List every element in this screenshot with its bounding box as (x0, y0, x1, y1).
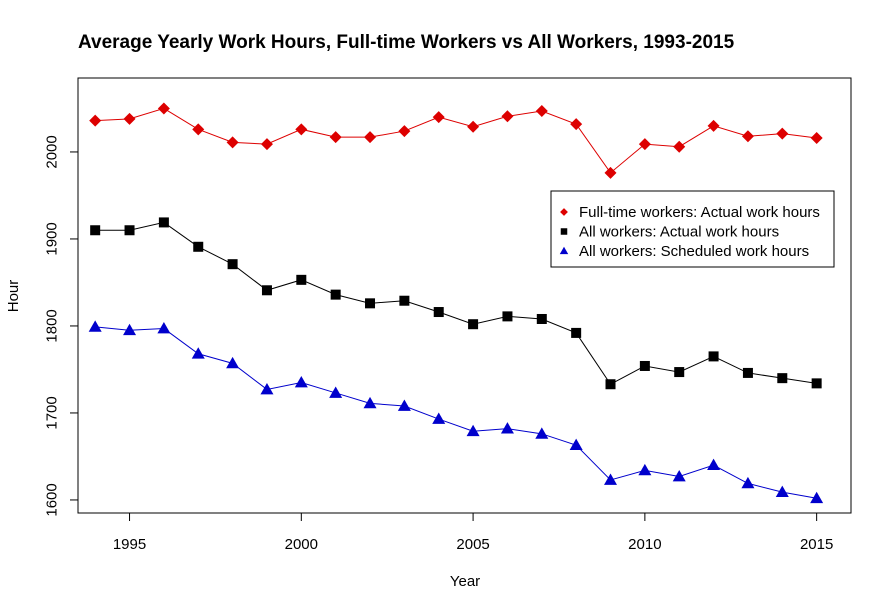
legend-marker (560, 208, 568, 216)
data-point (158, 217, 169, 228)
data-point (397, 399, 411, 411)
series-square (90, 217, 822, 390)
data-point (811, 378, 822, 389)
data-point (88, 320, 102, 332)
data-point (742, 367, 753, 378)
x-tick-label: 1995 (113, 536, 146, 553)
data-point (741, 130, 754, 143)
data-point (123, 323, 137, 336)
data-point (226, 136, 239, 149)
legend-box (550, 190, 835, 268)
x-axis: 1995 2000 2005 2010 2015 (113, 512, 833, 553)
data-point (638, 138, 651, 151)
data-point (364, 131, 377, 144)
data-point (810, 132, 823, 145)
data-point (639, 360, 650, 371)
series-line (95, 221, 817, 385)
series-triangle (88, 320, 824, 504)
data-point (192, 123, 205, 136)
data-point (193, 241, 204, 252)
data-point (604, 166, 617, 179)
data-point (260, 138, 273, 151)
data-point (260, 382, 274, 395)
y-tick-label: 2000 (44, 135, 61, 168)
data-point (227, 259, 238, 270)
data-point (399, 295, 410, 306)
x-tick-label: 2000 (285, 536, 318, 553)
series-diamond (89, 102, 823, 179)
data-point (466, 424, 480, 437)
data-point (226, 356, 240, 369)
data-point (707, 458, 721, 471)
x-tick-label: 2005 (456, 536, 489, 553)
data-point (775, 485, 789, 497)
data-point (295, 123, 308, 136)
data-point (501, 110, 514, 123)
series-line (95, 326, 817, 499)
data-point (810, 491, 824, 504)
x-tick-label: 2010 (628, 536, 661, 553)
data-point (294, 376, 308, 388)
plot-area (77, 77, 852, 514)
data-point (502, 311, 513, 322)
data-point (741, 476, 755, 489)
data-point (672, 469, 686, 482)
data-point (674, 367, 685, 378)
y-tick-label: 1900 (44, 222, 61, 255)
series-layer (88, 102, 824, 504)
data-point (157, 102, 170, 115)
legend-marker (560, 228, 568, 235)
data-point (363, 396, 377, 409)
data-point (191, 347, 205, 359)
y-tick-label: 1700 (44, 396, 61, 429)
y-axis-label: Hour (5, 280, 22, 313)
data-point (535, 427, 549, 439)
data-point (604, 473, 618, 485)
data-point (777, 373, 788, 384)
data-point (776, 127, 789, 140)
legend-entry: Full-time workers: Actual work hours (579, 204, 820, 221)
data-point (673, 140, 686, 153)
data-point (365, 298, 376, 309)
data-point (468, 319, 479, 330)
data-point (535, 105, 548, 118)
data-point (433, 307, 444, 318)
series-line (95, 107, 817, 174)
legend-entry: All workers: Scheduled work hours (579, 243, 809, 260)
data-point (296, 274, 307, 285)
data-point (330, 289, 341, 300)
data-point (432, 412, 446, 424)
data-point (90, 225, 101, 236)
x-axis-label: Year (450, 573, 480, 590)
y-axis: 1600 1700 1800 1900 2000 (44, 135, 79, 517)
x-tick-label: 2015 (800, 536, 833, 553)
data-point (398, 125, 411, 138)
y-tick-label: 1800 (44, 309, 61, 342)
data-point (571, 327, 582, 338)
data-point (329, 131, 342, 144)
data-point (467, 120, 480, 133)
data-point (500, 422, 514, 434)
legend-marker (559, 246, 569, 255)
data-point (432, 111, 445, 124)
legend: Full-time workers: Actual work hours All … (550, 190, 835, 268)
data-point (536, 313, 547, 324)
data-point (638, 463, 652, 476)
data-point (708, 351, 719, 362)
data-point (570, 118, 583, 131)
data-point (123, 112, 136, 125)
legend-entry: All workers: Actual work hours (579, 224, 779, 241)
data-point (157, 322, 171, 334)
data-point (89, 114, 102, 127)
data-point (569, 438, 583, 451)
data-point (124, 225, 135, 236)
data-point (329, 386, 343, 398)
data-point (707, 119, 720, 132)
y-tick-label: 1600 (44, 483, 61, 516)
chart-title: Average Yearly Work Hours, Full-time Wor… (78, 32, 735, 53)
data-point (261, 285, 272, 296)
data-point (605, 379, 616, 390)
